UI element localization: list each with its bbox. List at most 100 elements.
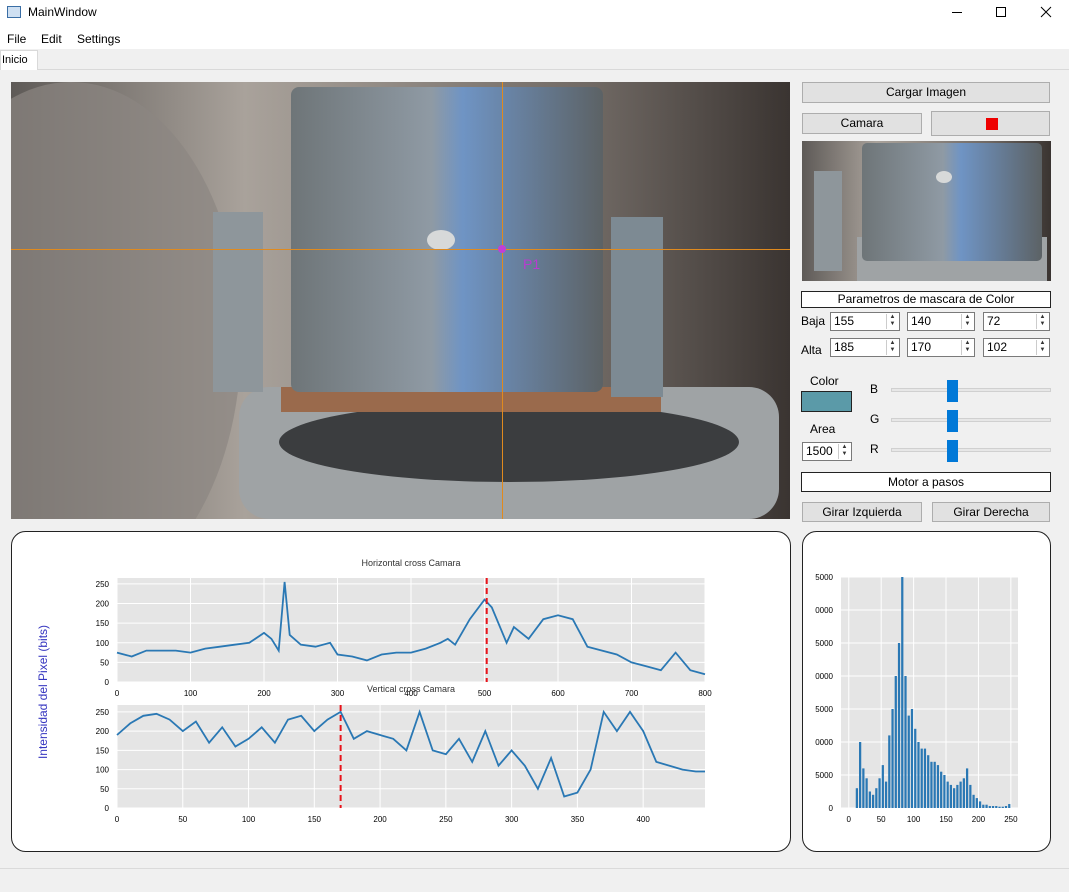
menu-item[interactable]: Edit bbox=[41, 32, 62, 46]
x-tick-label: 400 bbox=[636, 815, 650, 824]
x-tick-label: 0 bbox=[115, 815, 120, 824]
stop-button[interactable] bbox=[931, 111, 1050, 136]
spinbox[interactable]: 185 ▲ ▼ bbox=[830, 338, 900, 357]
y-tick-label: 0 bbox=[105, 678, 110, 687]
x-tick-label: 300 bbox=[505, 815, 519, 824]
histogram-bar bbox=[995, 806, 998, 808]
channel-label: R bbox=[870, 442, 879, 456]
x-tick-label: 200 bbox=[373, 815, 387, 824]
thumbnail bbox=[802, 141, 1051, 281]
histogram-bar bbox=[855, 788, 859, 808]
y-tick-label: 0000 bbox=[815, 672, 833, 681]
histogram-bar bbox=[972, 794, 975, 808]
camera-button[interactable]: Camara bbox=[802, 113, 922, 134]
histogram-bar bbox=[907, 715, 910, 808]
histogram-bar bbox=[998, 806, 1001, 808]
right-button[interactable]: Girar Derecha bbox=[932, 502, 1050, 522]
spinbox[interactable]: 170 ▲ ▼ bbox=[907, 338, 975, 357]
histogram-bar bbox=[962, 778, 965, 808]
value: 155 bbox=[834, 314, 855, 328]
histogram-bar bbox=[904, 676, 907, 808]
window-controls[interactable] bbox=[940, 0, 1069, 25]
blur bbox=[11, 82, 241, 519]
menu-item[interactable]: File bbox=[7, 32, 27, 46]
value: 72 bbox=[987, 314, 1001, 328]
spinbox[interactable]: 1500 ▲ ▼ bbox=[802, 442, 852, 461]
channel-label: G bbox=[870, 412, 880, 426]
y-tick-label: 0000 bbox=[815, 738, 833, 747]
slider-track[interactable] bbox=[891, 388, 1051, 392]
chart-title: Vertical cross Camara bbox=[367, 684, 455, 694]
plot-area bbox=[117, 705, 705, 808]
y-tick-label: 0000 bbox=[815, 606, 833, 615]
tab[interactable]: Inicio bbox=[0, 50, 38, 70]
stop-icon bbox=[986, 118, 998, 130]
camera-view: P1 bbox=[11, 82, 790, 519]
slider-track[interactable] bbox=[891, 448, 1051, 452]
value: 170 bbox=[911, 340, 932, 354]
histogram-bar bbox=[888, 735, 891, 808]
base-ring bbox=[279, 402, 739, 482]
x-tick-label: 500 bbox=[478, 689, 492, 698]
maximize[interactable] bbox=[996, 7, 1006, 17]
x-tick-label: 0 bbox=[115, 689, 120, 698]
histogram-bar bbox=[914, 728, 917, 808]
y-tick-label: 250 bbox=[96, 580, 110, 589]
menu-item[interactable]: Settings bbox=[77, 32, 121, 46]
area-label: Area bbox=[810, 422, 836, 436]
value: 1500 bbox=[806, 444, 833, 458]
histogram-bar bbox=[875, 788, 878, 808]
value: 185 bbox=[834, 340, 855, 354]
post bbox=[213, 212, 263, 392]
point-label: P1 bbox=[523, 256, 540, 272]
x-tick-label: 800 bbox=[698, 689, 712, 698]
x-tick-label: 700 bbox=[625, 689, 639, 698]
slider-handle[interactable] bbox=[947, 440, 958, 462]
histogram-bar bbox=[943, 775, 946, 808]
histogram-bar bbox=[871, 794, 875, 808]
histogram-bar bbox=[946, 781, 949, 808]
y-tick-label: 200 bbox=[96, 600, 110, 609]
line bbox=[116, 581, 706, 676]
histogram-bar bbox=[910, 709, 914, 808]
spinbox[interactable]: 155 ▲ ▼ bbox=[830, 312, 900, 331]
histogram-bar bbox=[878, 778, 881, 808]
y-tick-label: 200 bbox=[96, 727, 110, 736]
x-tick-label: 250 bbox=[1004, 815, 1018, 824]
histogram-bar bbox=[953, 788, 956, 808]
y-tick-label: 150 bbox=[96, 746, 110, 755]
title-bar bbox=[0, 0, 1069, 25]
y-tick-label: 0 bbox=[105, 804, 110, 813]
histogram-bar bbox=[982, 804, 985, 808]
left-button[interactable]: Girar Izquierda bbox=[802, 502, 922, 522]
load-button[interactable]: Cargar Imagen bbox=[802, 82, 1050, 103]
y-tick-label: 0 bbox=[829, 804, 834, 813]
slider-track[interactable] bbox=[891, 418, 1051, 422]
channel-label: B bbox=[870, 382, 879, 396]
close[interactable] bbox=[1040, 6, 1052, 18]
histogram-bar bbox=[969, 784, 972, 808]
y-tick-label: 5000 bbox=[815, 705, 833, 714]
value: 140 bbox=[911, 314, 932, 328]
histogram-bar bbox=[881, 765, 884, 808]
menu-bar bbox=[0, 25, 1069, 49]
slider-handle[interactable] bbox=[947, 380, 958, 402]
spinbox[interactable]: 72 ▲ ▼ bbox=[983, 312, 1050, 331]
slider-handle[interactable] bbox=[947, 410, 958, 432]
histogram-bar bbox=[859, 742, 862, 808]
tab-line bbox=[0, 69, 1069, 70]
x-tick-label: 200 bbox=[257, 689, 271, 698]
histogram-bar bbox=[894, 676, 897, 808]
histogram-bar bbox=[923, 748, 927, 808]
histogram-bar bbox=[862, 768, 865, 808]
y-tick-label: 50 bbox=[100, 785, 109, 794]
low-label: Baja bbox=[801, 314, 826, 328]
color-label: Color bbox=[810, 374, 839, 388]
spinbox[interactable]: 140 ▲ ▼ bbox=[907, 312, 975, 331]
spinbox[interactable]: 102 ▲ ▼ bbox=[983, 338, 1050, 357]
histogram-bar bbox=[978, 801, 982, 808]
x-tick-label: 350 bbox=[571, 815, 585, 824]
x-tick-label: 400 bbox=[404, 689, 418, 698]
